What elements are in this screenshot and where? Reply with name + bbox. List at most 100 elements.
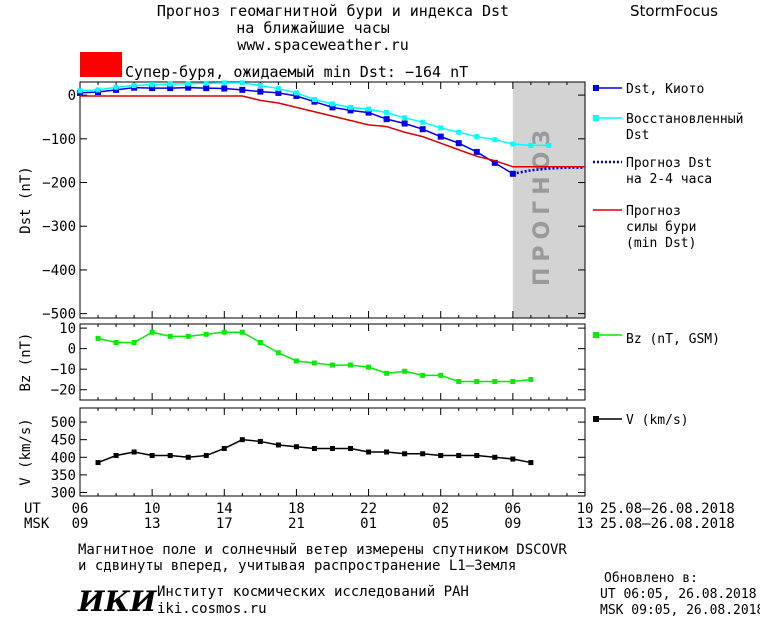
ut-tick-label: 14 [216,501,233,517]
series-v-point [366,449,372,455]
series-dst-restored-point [546,142,552,148]
series-v-point [402,451,408,457]
legend-v-label: V (km/s) [626,413,689,428]
title-line1: Прогноз геомагнитной бури и индекса Dst [157,2,509,20]
bz-legend: Bz (nT, GSM) [593,332,720,347]
y-tick-label: 10 [59,321,76,337]
msk-tick-label: 01 [360,516,377,532]
ut-axis-label: UT [24,501,41,517]
y-tick-label: 350 [51,468,76,484]
series-dst-restored-point [456,129,462,135]
series-v-point [474,453,480,459]
series-v-point [113,453,119,459]
series-dst-kyoto-point [149,85,156,92]
msk-date-range: 25.08–26.08.2018 [600,516,735,532]
series-dst-restored-point [366,106,372,112]
series-v-point [420,451,426,457]
series-dst-restored-point [221,80,227,86]
msk-tick-label: 05 [432,516,449,532]
v-legend: V (km/s) [593,413,689,428]
series-bz-point [438,372,444,378]
ut-tick-label: 18 [288,501,305,517]
satellite-note-line1: Магнитное поле и солнечный ветер измерен… [78,542,567,558]
series-dst-restored-point [492,137,498,143]
series-v-point [221,445,227,451]
series-dst-restored-point [257,82,263,88]
series-bz-point [474,379,480,385]
msk-axis-label: MSK [24,516,50,532]
msk-tick-label: 13 [144,516,161,532]
bz-panel: 10 0 −10 −20 Bz (nT) [18,321,586,401]
ut-tick-label: 10 [144,501,161,517]
series-dst-kyoto-point [365,109,372,116]
series-dst-kyoto-point [347,107,354,114]
series-dst-restored-point [275,86,281,92]
series-dst-kyoto-point [401,120,408,127]
series-dst-kyoto-point [491,159,498,166]
dst-panel: ПРОГНОЗ 0 −100 −200 −300 −400 −500 Dst (nT) [18,80,586,323]
ut-tick-label: 22 [360,501,377,517]
y-tick-label: 0 [68,88,76,104]
ut-tick-label: 02 [432,501,449,517]
institute-name: Институт космических исследований РАН [157,584,469,600]
legend-dst-restored-label: Восстановленный Dst [626,112,743,143]
series-bz-point [221,329,227,335]
legend-storm-forecast: Прогноз силы бури (min Dst) [593,204,696,251]
series-dst-restored-point [293,90,299,96]
legend-dst-restored: Восстановленный Dst [593,112,743,143]
brand-name: StormFocus [630,2,718,20]
y-tick-label: 0 [68,342,76,358]
series-bz-point [528,376,534,382]
series-dst-kyoto-point [437,133,444,140]
series-dst-kyoto-point [275,89,282,96]
series-bz-point [239,329,245,335]
series-dst-restored-point [438,125,444,131]
series-dst-restored-point [95,87,101,93]
y-axis-label: V (km/s) [18,418,34,485]
series-dst-restored-point [149,82,155,88]
series-dst-restored-point [348,104,354,110]
series-bz-point [402,368,408,374]
series-dst-kyoto-line [79,86,514,175]
series-v-point [131,449,137,455]
series-dst-kyoto-point [221,85,228,92]
y-tick-label: −200 [42,176,76,192]
series-bz-point [366,364,372,370]
series-dst-kyoto-point [473,148,480,155]
y-tick-label: −400 [42,263,76,279]
ut-date-range: 25.08–26.08.2018 [600,501,735,517]
series-bz-point [330,362,335,368]
ut-tick-label: 06 [504,501,521,517]
series-dst-restored-point [510,141,516,147]
series-dst-restored-point [77,88,83,94]
series-bz-point [492,379,498,385]
series-dst-restored-point [239,80,245,86]
series-bz-point [113,339,119,345]
series-dst-restored-point [384,110,390,116]
y-tick-label: 400 [51,450,76,466]
y-tick-label: −10 [51,362,76,378]
series-bz-point [275,350,281,356]
series-dst-restored-point [528,142,534,148]
y-axis-label: Dst (nT) [18,166,34,233]
series-bz-point [149,329,155,335]
series-v-point [438,453,444,459]
series-v-line [97,438,532,464]
title-line2: на ближайшие часы [236,19,390,37]
series-dst-restored-point [185,81,191,87]
series-v-point [95,460,101,466]
series-v-point [528,460,534,466]
series-dst-kyoto-point [293,92,300,99]
series-dst-restored-point [113,84,119,90]
series-bz-point [203,331,209,337]
y-tick-label: 500 [51,415,76,431]
series-v-point [456,453,462,459]
series-v-point [167,453,173,459]
series-bz-point [311,360,317,366]
series-v-point [185,454,191,460]
series-bz-point [456,379,462,385]
series-v-point [348,445,354,451]
y-tick-label: −20 [51,383,76,399]
time-axis: UT MSK 25.08–26.08.2018 25.08–26.08.2018… [24,501,735,532]
